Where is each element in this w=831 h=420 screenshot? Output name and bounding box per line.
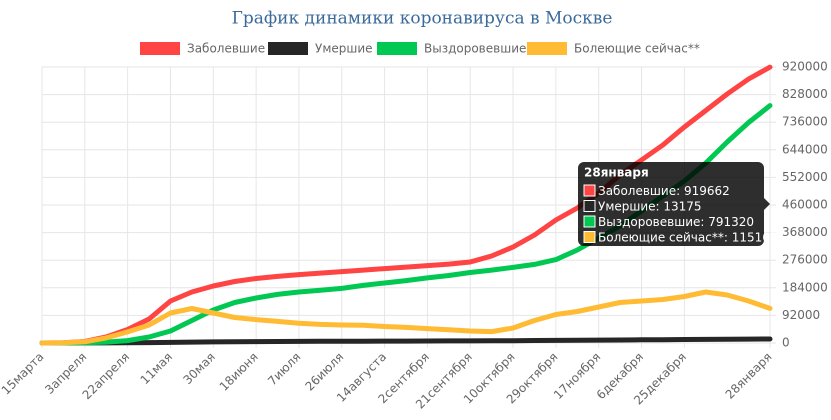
x-tick-label: 22апреля [80, 350, 133, 403]
tooltip-row: Умершие: 13175 [598, 199, 702, 213]
x-tick-label: 26июля [302, 350, 346, 394]
y-tick-label: 276000 [782, 253, 828, 267]
tooltip-value: 791320 [708, 215, 754, 229]
y-tick-label: 368000 [782, 225, 828, 239]
y-tick-label: 828000 [782, 87, 828, 101]
tooltip-title: 28января [584, 166, 649, 180]
x-tick-label: 28января [723, 350, 775, 402]
series-line [39, 336, 773, 346]
tooltip-separator: : [676, 184, 684, 198]
legend-swatch [527, 42, 567, 55]
chart-title: График динамики коронавируса в Москве [232, 9, 613, 29]
tooltip-value: 13175 [663, 199, 701, 213]
legend-label: Заболевшие [187, 42, 265, 56]
y-tick-label: 184000 [782, 280, 828, 294]
y-tick-label: 0 [782, 336, 790, 350]
x-tick-label: 30мая [180, 350, 217, 387]
legend-swatch [377, 42, 417, 55]
x-tick-label: 11мая [138, 350, 175, 387]
tooltip-value: 919662 [684, 184, 730, 198]
legend-label: Болеющие сейчас** [574, 42, 700, 56]
tooltip-separator: : [724, 230, 732, 244]
tooltip-swatch [583, 231, 596, 243]
tooltip-swatch [583, 200, 596, 212]
tooltip-series-name: Заболевшие [598, 184, 676, 198]
tooltip-swatch [583, 184, 596, 197]
tooltip-swatch [583, 215, 596, 228]
tooltip-value: 115167 [732, 230, 778, 244]
legend-swatch [268, 42, 308, 55]
legend-label: Умершие [315, 42, 373, 56]
tooltip-row: Выздоровевшие: 791320 [598, 215, 754, 229]
y-tick-label: 644000 [782, 142, 828, 156]
y-tick-label: 92000 [782, 308, 820, 322]
tooltip-series-name: Выздоровевшие [598, 215, 700, 229]
y-tick-label: 460000 [782, 198, 828, 212]
x-tick-label: 18июня [217, 350, 261, 394]
tooltip-series-name: Умершие [598, 199, 656, 213]
tooltip-row: Болеющие сейчас**: 115167 [598, 230, 778, 244]
x-tick-label: 7июля [265, 350, 303, 388]
y-tick-label: 552000 [782, 170, 828, 184]
legend-label: Выздоровевшие [424, 42, 526, 56]
tooltip-series-name: Болеющие сейчас** [598, 230, 724, 244]
x-tick-label: 15марта [0, 350, 47, 398]
series-line [39, 64, 773, 346]
tooltip-caret [764, 198, 770, 210]
tooltip-separator: : [656, 199, 664, 213]
tooltip-separator: : [700, 215, 708, 229]
series-line [39, 289, 773, 346]
legend-swatch [140, 42, 180, 55]
y-tick-label: 736000 [782, 115, 828, 129]
y-tick-label: 920000 [782, 60, 828, 74]
tooltip-row: Заболевшие: 919662 [598, 184, 730, 198]
tooltip-box [578, 162, 764, 246]
